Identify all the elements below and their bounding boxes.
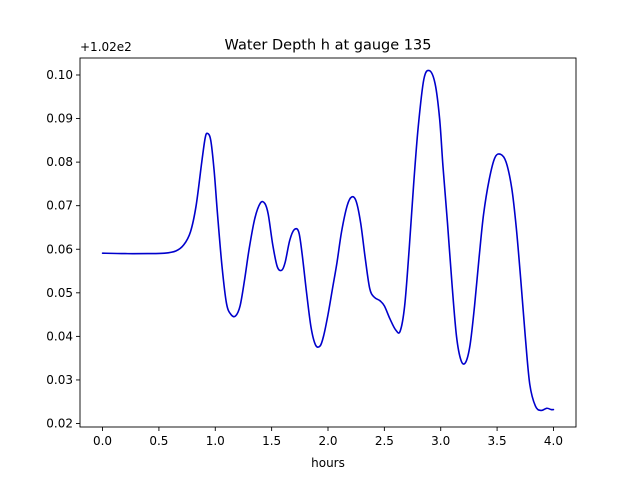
y-tick-label: 0.04 — [46, 329, 73, 343]
y-tick-label: 0.03 — [46, 373, 73, 387]
x-tick-label: 0.5 — [149, 434, 168, 448]
x-tick-label: 3.0 — [431, 434, 450, 448]
y-axis-offset-label: +1.02e2 — [80, 40, 132, 54]
chart-title: Water Depth h at gauge 135 — [225, 38, 432, 54]
x-tick-label: 4.0 — [544, 434, 563, 448]
y-tick-label: 0.02 — [46, 417, 73, 431]
x-tick-label: 3.5 — [488, 434, 507, 448]
x-axis: 0.0 0.5 1.0 1.5 2.0 2.5 3.0 3.5 4.0 — [93, 427, 563, 448]
x-tick-label: 2.5 — [375, 434, 394, 448]
y-tick-label: 0.07 — [46, 199, 73, 213]
plot-area — [101, 69, 555, 412]
y-tick-label: 0.09 — [46, 112, 73, 126]
y-tick-label: 0.10 — [46, 68, 73, 82]
x-tick-label: 2.0 — [318, 434, 337, 448]
x-axis-label: hours — [311, 456, 345, 470]
x-tick-label: 1.0 — [206, 434, 225, 448]
y-tick-label: 0.08 — [46, 155, 73, 169]
y-tick-label: 0.05 — [46, 286, 73, 300]
y-tick-label: 0.06 — [46, 242, 73, 256]
depth-series-line — [101, 69, 555, 412]
x-tick-label: 0.0 — [93, 434, 112, 448]
y-axis: 0.02 0.03 0.04 0.05 0.06 0.07 0.08 0.09 0.10 — [46, 68, 80, 431]
x-tick-label: 1.5 — [262, 434, 281, 448]
